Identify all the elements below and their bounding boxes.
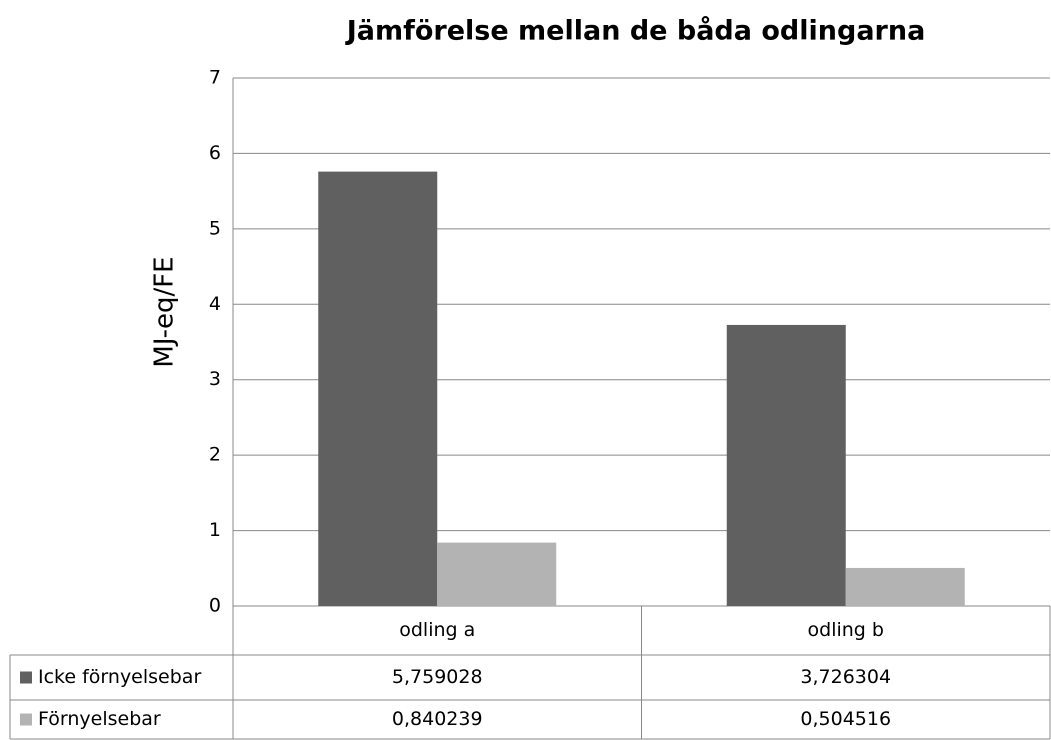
y-tick-label: 3: [209, 368, 221, 390]
y-tick-label: 1: [209, 519, 221, 541]
bar: [845, 567, 965, 606]
y-tick-label: 6: [209, 142, 221, 164]
legend-swatch: [20, 671, 32, 684]
y-tick-label: 0: [209, 595, 221, 617]
x-tick-label: odling b: [808, 619, 884, 641]
bar: [318, 171, 438, 607]
legend-label: Icke förnyelsebar: [38, 666, 201, 688]
legend-swatch: [20, 713, 32, 726]
y-axis-label: MJ-eq/FE: [150, 256, 180, 367]
table-cell: 0,840239: [392, 708, 483, 730]
table-cell: 5,759028: [392, 666, 483, 688]
bar: [437, 542, 557, 606]
y-tick-label: 2: [209, 444, 221, 466]
bar: [726, 324, 846, 606]
y-tick-label: 5: [209, 217, 221, 239]
y-tick-label: 4: [209, 293, 221, 315]
x-tick-label: odling a: [399, 619, 475, 641]
legend-label: Förnyelsebar: [38, 708, 161, 730]
table-cell: 3,726304: [800, 666, 891, 688]
y-tick-label: 7: [209, 67, 221, 89]
table-cell: 0,504516: [800, 708, 891, 730]
chart-title: Jämförelse mellan de båda odlingarna: [345, 15, 926, 47]
